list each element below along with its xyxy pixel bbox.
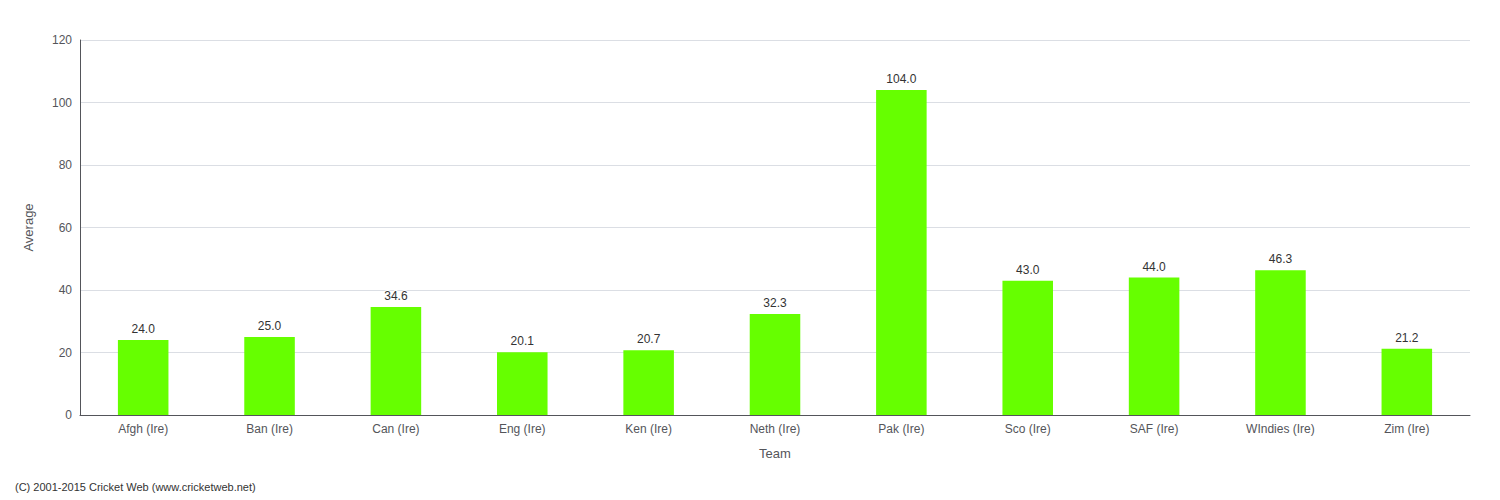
svg-text:20.7: 20.7 [637,332,661,346]
svg-text:20: 20 [59,346,73,360]
svg-text:100: 100 [52,96,72,110]
svg-text:(C) 2001-2015 Cricket Web (www: (C) 2001-2015 Cricket Web (www.cricketwe… [15,481,256,493]
svg-text:25.0: 25.0 [258,319,282,333]
svg-text:32.3: 32.3 [763,296,787,310]
svg-text:Average: Average [21,203,36,251]
svg-text:WIndies (Ire): WIndies (Ire) [1246,422,1315,436]
svg-text:60: 60 [59,221,73,235]
svg-text:104.0: 104.0 [886,72,916,86]
svg-text:SAF (Ire): SAF (Ire) [1130,422,1179,436]
svg-text:46.3: 46.3 [1269,252,1293,266]
svg-text:Sco (Ire): Sco (Ire) [1005,422,1051,436]
svg-text:Pak (Ire): Pak (Ire) [878,422,924,436]
svg-text:0: 0 [65,408,72,422]
svg-text:Afgh (Ire): Afgh (Ire) [118,422,168,436]
svg-text:Ban (Ire): Ban (Ire) [246,422,293,436]
svg-text:40: 40 [59,283,73,297]
svg-text:Zim (Ire): Zim (Ire) [1384,422,1429,436]
svg-text:34.6: 34.6 [384,289,408,303]
svg-text:21.2: 21.2 [1395,331,1419,345]
svg-text:Ken (Ire): Ken (Ire) [625,422,672,436]
svg-text:Neth (Ire): Neth (Ire) [750,422,801,436]
svg-text:Eng (Ire): Eng (Ire) [499,422,546,436]
svg-text:120: 120 [52,33,72,47]
svg-text:Team: Team [759,446,791,461]
svg-text:80: 80 [59,158,73,172]
svg-text:20.1: 20.1 [511,334,535,348]
svg-text:43.0: 43.0 [1016,263,1040,277]
svg-text:Can (Ire): Can (Ire) [372,422,419,436]
svg-text:44.0: 44.0 [1142,260,1166,274]
svg-text:24.0: 24.0 [132,322,156,336]
